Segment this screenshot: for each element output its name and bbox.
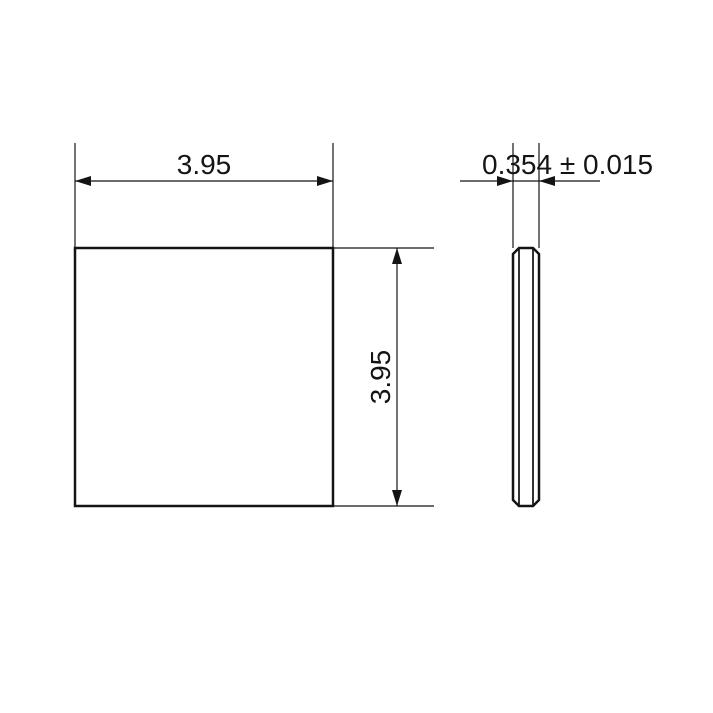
- dimension-thickness: 0.354 ± 0.015: [460, 143, 653, 248]
- dimension-width: 3.95: [75, 143, 333, 248]
- dimension-thickness-label: 0.354 ± 0.015: [482, 149, 653, 180]
- dimension-width-label: 3.95: [177, 149, 232, 180]
- front-view: [75, 248, 333, 506]
- dimension-height: 3.95: [333, 248, 434, 506]
- dimension-height-label: 3.95: [365, 350, 396, 405]
- side-view: [513, 248, 539, 506]
